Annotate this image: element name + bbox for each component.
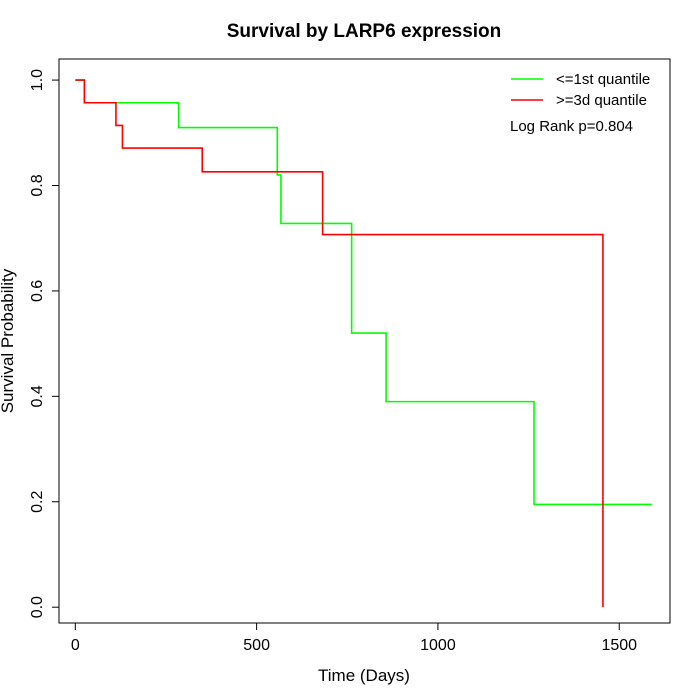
log-rank-annotation: Log Rank p=0.804 (510, 118, 633, 135)
y-axis: 0.0 0.2 0.4 0.6 0.8 1.0 (29, 69, 60, 618)
x-tick-label: 500 (243, 637, 270, 654)
y-tick-label: 0.6 (29, 280, 46, 302)
x-axis-label: Time (Days) (318, 666, 410, 685)
legend-label: >=3d quantile (556, 92, 647, 109)
y-tick-label: 0.8 (29, 174, 46, 196)
legend-label: <=1st quantile (556, 71, 650, 88)
chart-title: Survival by LARP6 expression (227, 21, 502, 42)
legend: <=1st quantile >=3d quantile (511, 71, 650, 109)
y-axis-label: Survival Probability (0, 268, 17, 413)
series-line-1 (75, 79, 652, 506)
series-line-2 (75, 79, 604, 608)
y-tick-label: 0.2 (29, 491, 46, 513)
x-tick-label: 1000 (420, 637, 456, 654)
x-tick-label: 1500 (601, 637, 637, 654)
series-layer (75, 79, 652, 608)
y-tick-label: 0.4 (29, 385, 46, 407)
y-tick-label: 1.0 (29, 69, 46, 91)
x-axis: 0 500 1000 1500 (71, 622, 637, 654)
x-tick-label: 0 (71, 637, 80, 654)
y-tick-label: 0.0 (29, 596, 46, 618)
